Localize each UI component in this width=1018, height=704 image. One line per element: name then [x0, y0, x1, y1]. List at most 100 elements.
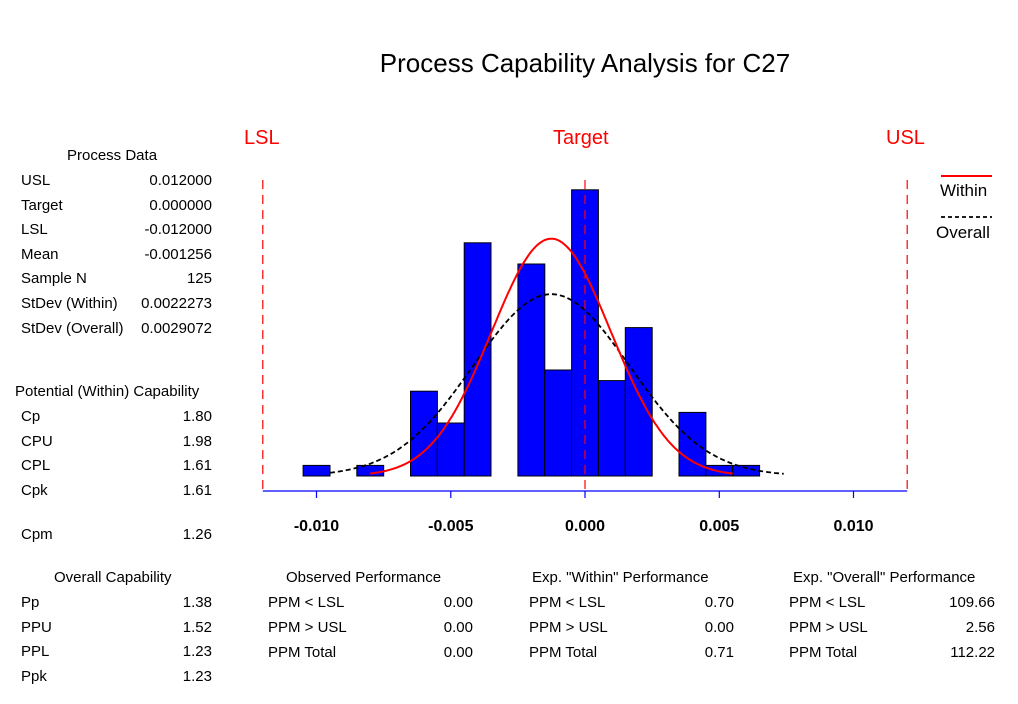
within-performance-value: 0.70 [704, 594, 734, 611]
x-tick-label: -0.010 [294, 518, 339, 535]
histogram-bar [544, 369, 573, 477]
process-data-value: -0.012000 [144, 221, 212, 239]
overall-capability-value: 1.23 [182, 643, 212, 660]
process-data-value: 0.000000 [149, 196, 212, 214]
potential-capability-label: CPL [21, 457, 51, 474]
histogram-bar [732, 464, 761, 477]
overall-performance-value: 109.66 [949, 594, 995, 611]
overall-performance-label: PPM Total [789, 644, 858, 661]
overall-capability-label: Pp [21, 594, 40, 611]
potential-capability-row: CPL 1.61 [21, 457, 212, 477]
process-data-label: StDev (Within) [21, 295, 118, 312]
within-performance-label: PPM Total [529, 644, 598, 661]
overall-capability-label: Ppk [21, 667, 47, 685]
potential-capability-label: Cp [21, 408, 41, 425]
legend-within-label: Within [940, 181, 988, 200]
observed-performance-value: 0.00 [443, 594, 473, 611]
process-data-row: StDev (Within) 0.0022273 [21, 295, 212, 315]
observed-performance-title: Observed Performance [286, 569, 442, 586]
potential-capability-value: 1.61 [182, 457, 212, 474]
overall-capability-row: PPL 1.23 [21, 643, 212, 663]
process-data-value: 0.0029072 [141, 319, 212, 337]
x-tick-label: 0.000 [565, 518, 605, 535]
overall-capability-title: Overall Capability [54, 569, 172, 586]
lsl-label: LSL [244, 127, 280, 149]
overall-performance-label: PPM > USL [789, 619, 868, 636]
process-data-row: LSL -0.012000 [21, 221, 212, 241]
overall-capability-label: PPU [21, 618, 52, 636]
distribution-curves [329, 237, 784, 475]
overall-capability-row: PPU 1.52 [21, 619, 212, 639]
observed-performance-label: PPM > USL [268, 619, 347, 636]
process-data-label: StDev (Overall) [21, 319, 124, 337]
usl-label: USL [886, 127, 925, 149]
process-data-label: USL [21, 172, 51, 189]
potential-capability-row: CPU 1.98 [21, 433, 212, 453]
potential-capability-row: Cp 1.80 [21, 408, 212, 428]
overall-curve [329, 293, 784, 475]
within-performance-value: 0.00 [704, 619, 734, 636]
histogram-bar [597, 380, 626, 477]
within-performance-title: Exp. "Within" Performance [532, 569, 709, 586]
observed-performance-label: PPM Total [268, 644, 337, 661]
observed-performance-value: 0.00 [443, 619, 473, 636]
x-tick-label: 0.010 [833, 518, 873, 535]
overall-performance-value: 112.22 [950, 644, 995, 661]
potential-capability-title: Potential (Within) Capability [15, 383, 200, 400]
histogram-bar [356, 464, 385, 477]
overall-capability-row: Pp 1.38 [21, 594, 212, 614]
overall-performance-row: PPM < LSL 109.66 [789, 594, 995, 614]
observed-performance-label: PPM < LSL [268, 594, 345, 611]
overall-performance-title: Exp. "Overall" Performance [793, 569, 976, 586]
overall-performance-value: 2.56 [965, 619, 995, 636]
process-data-value: 0.0022273 [141, 295, 212, 312]
process-data-row: StDev (Overall) 0.0029072 [21, 320, 212, 340]
potential-capability-value: 1.80 [182, 408, 212, 425]
chart-title: Process Capability Analysis for C27 [379, 48, 791, 78]
overall-capability-value: 1.38 [182, 594, 212, 611]
potential-capability-row: Cpk 1.61 [21, 482, 212, 502]
process-data-label: Mean [21, 245, 59, 263]
process-data-value: 0.012000 [149, 172, 212, 189]
histogram-bars [302, 189, 761, 477]
overall-performance-label: PPM < LSL [789, 594, 866, 611]
observed-performance-row: PPM < LSL 0.00 [268, 594, 473, 614]
histogram-bar [678, 411, 707, 477]
within-performance-label: PPM < LSL [529, 594, 606, 611]
overall-capability-label: PPL [21, 643, 50, 660]
x-tick-label: 0.005 [699, 518, 739, 535]
cpm-label: Cpm [21, 526, 53, 543]
potential-capability-value: 1.61 [182, 481, 212, 499]
histogram-bar [302, 464, 331, 477]
observed-performance-row: PPM > USL 0.00 [268, 619, 473, 639]
cpm-row: Cpm 1.26 [21, 526, 212, 546]
process-data-label: Target [21, 196, 63, 214]
process-data-row: Sample N 125 [21, 270, 212, 290]
within-performance-label: PPM > USL [529, 619, 608, 636]
within-performance-row: PPM > USL 0.00 [529, 619, 734, 639]
potential-capability-label: Cpk [21, 481, 48, 499]
process-data-row: Mean -0.001256 [21, 246, 212, 266]
x-axis: -0.010 -0.005 0.000 0.005 0.010 [262, 490, 908, 535]
process-data-label: LSL [21, 221, 48, 239]
spec-lines [262, 180, 908, 491]
x-tick-label: -0.005 [428, 518, 473, 535]
process-data-title: Process Data [67, 147, 158, 164]
process-data-label: Sample N [21, 270, 87, 288]
observed-performance-row: PPM Total 0.00 [268, 644, 473, 664]
overall-capability-row: Ppk 1.23 [21, 668, 212, 688]
histogram-bar [624, 327, 653, 477]
overall-capability-value: 1.23 [182, 667, 212, 685]
process-data-value: 125 [186, 270, 212, 288]
potential-capability-value: 1.98 [182, 432, 212, 450]
within-curve [370, 237, 733, 475]
legend-overall-label: Overall [936, 223, 990, 242]
histogram-bar [410, 390, 438, 477]
within-performance-row: PPM < LSL 0.70 [529, 594, 734, 614]
observed-performance-value: 0.00 [443, 644, 473, 661]
potential-capability-label: CPU [21, 432, 53, 450]
target-label: Target [553, 127, 609, 149]
overall-performance-row: PPM Total 112.22 [789, 644, 995, 664]
process-data-row: USL 0.012000 [21, 172, 212, 192]
